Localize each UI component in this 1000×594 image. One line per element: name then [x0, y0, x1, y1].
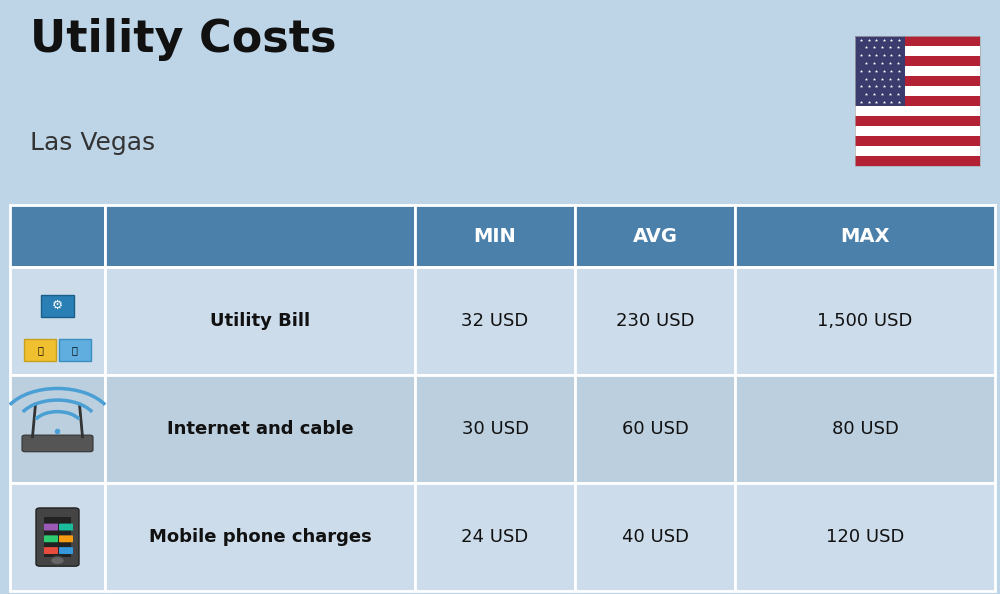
FancyBboxPatch shape: [10, 483, 105, 591]
FancyBboxPatch shape: [855, 76, 980, 86]
FancyBboxPatch shape: [855, 66, 980, 76]
Text: Utility Costs: Utility Costs: [30, 18, 336, 61]
FancyBboxPatch shape: [44, 517, 71, 557]
FancyBboxPatch shape: [855, 126, 980, 136]
Text: Internet and cable: Internet and cable: [167, 420, 353, 438]
FancyBboxPatch shape: [855, 96, 980, 106]
Text: AVG: AVG: [633, 227, 678, 245]
FancyBboxPatch shape: [855, 156, 980, 166]
FancyBboxPatch shape: [415, 205, 575, 267]
FancyBboxPatch shape: [10, 267, 105, 375]
Text: 120 USD: 120 USD: [826, 528, 904, 546]
FancyBboxPatch shape: [415, 483, 575, 591]
FancyBboxPatch shape: [575, 483, 735, 591]
FancyBboxPatch shape: [105, 483, 415, 591]
FancyBboxPatch shape: [41, 295, 74, 317]
FancyBboxPatch shape: [575, 205, 735, 267]
FancyBboxPatch shape: [855, 116, 980, 126]
FancyBboxPatch shape: [735, 483, 995, 591]
FancyBboxPatch shape: [44, 535, 58, 542]
FancyBboxPatch shape: [105, 375, 415, 483]
FancyBboxPatch shape: [105, 205, 415, 267]
Text: Las Vegas: Las Vegas: [30, 131, 155, 154]
Text: Mobile phone charges: Mobile phone charges: [149, 528, 371, 546]
Text: Utility Bill: Utility Bill: [210, 312, 310, 330]
FancyBboxPatch shape: [855, 36, 980, 46]
FancyBboxPatch shape: [44, 547, 58, 554]
FancyBboxPatch shape: [855, 36, 905, 106]
FancyBboxPatch shape: [855, 86, 980, 96]
FancyBboxPatch shape: [575, 267, 735, 375]
FancyBboxPatch shape: [855, 46, 980, 56]
Text: MAX: MAX: [840, 227, 890, 245]
FancyBboxPatch shape: [575, 375, 735, 483]
FancyBboxPatch shape: [855, 106, 980, 116]
FancyBboxPatch shape: [855, 146, 980, 156]
Text: 🔌: 🔌: [38, 345, 43, 355]
FancyBboxPatch shape: [415, 375, 575, 483]
FancyBboxPatch shape: [44, 523, 58, 530]
Text: ⚙: ⚙: [52, 299, 63, 312]
Text: 40 USD: 40 USD: [622, 528, 688, 546]
Text: 💧: 💧: [72, 345, 77, 355]
Text: 24 USD: 24 USD: [461, 528, 529, 546]
FancyBboxPatch shape: [22, 435, 93, 451]
FancyBboxPatch shape: [59, 535, 73, 542]
FancyBboxPatch shape: [58, 339, 90, 361]
FancyBboxPatch shape: [59, 523, 73, 530]
Text: 80 USD: 80 USD: [832, 420, 898, 438]
FancyBboxPatch shape: [735, 205, 995, 267]
Circle shape: [50, 557, 64, 565]
FancyBboxPatch shape: [59, 547, 73, 554]
Text: 60 USD: 60 USD: [622, 420, 688, 438]
FancyBboxPatch shape: [735, 267, 995, 375]
FancyBboxPatch shape: [10, 375, 105, 483]
FancyBboxPatch shape: [855, 136, 980, 146]
Text: 32 USD: 32 USD: [461, 312, 529, 330]
FancyBboxPatch shape: [24, 339, 56, 361]
Text: MIN: MIN: [474, 227, 516, 245]
Text: 230 USD: 230 USD: [616, 312, 694, 330]
FancyBboxPatch shape: [735, 375, 995, 483]
FancyBboxPatch shape: [415, 267, 575, 375]
FancyBboxPatch shape: [105, 267, 415, 375]
FancyBboxPatch shape: [10, 205, 105, 267]
Text: 1,500 USD: 1,500 USD: [817, 312, 913, 330]
FancyBboxPatch shape: [36, 508, 79, 566]
Text: 30 USD: 30 USD: [462, 420, 528, 438]
FancyBboxPatch shape: [855, 56, 980, 66]
